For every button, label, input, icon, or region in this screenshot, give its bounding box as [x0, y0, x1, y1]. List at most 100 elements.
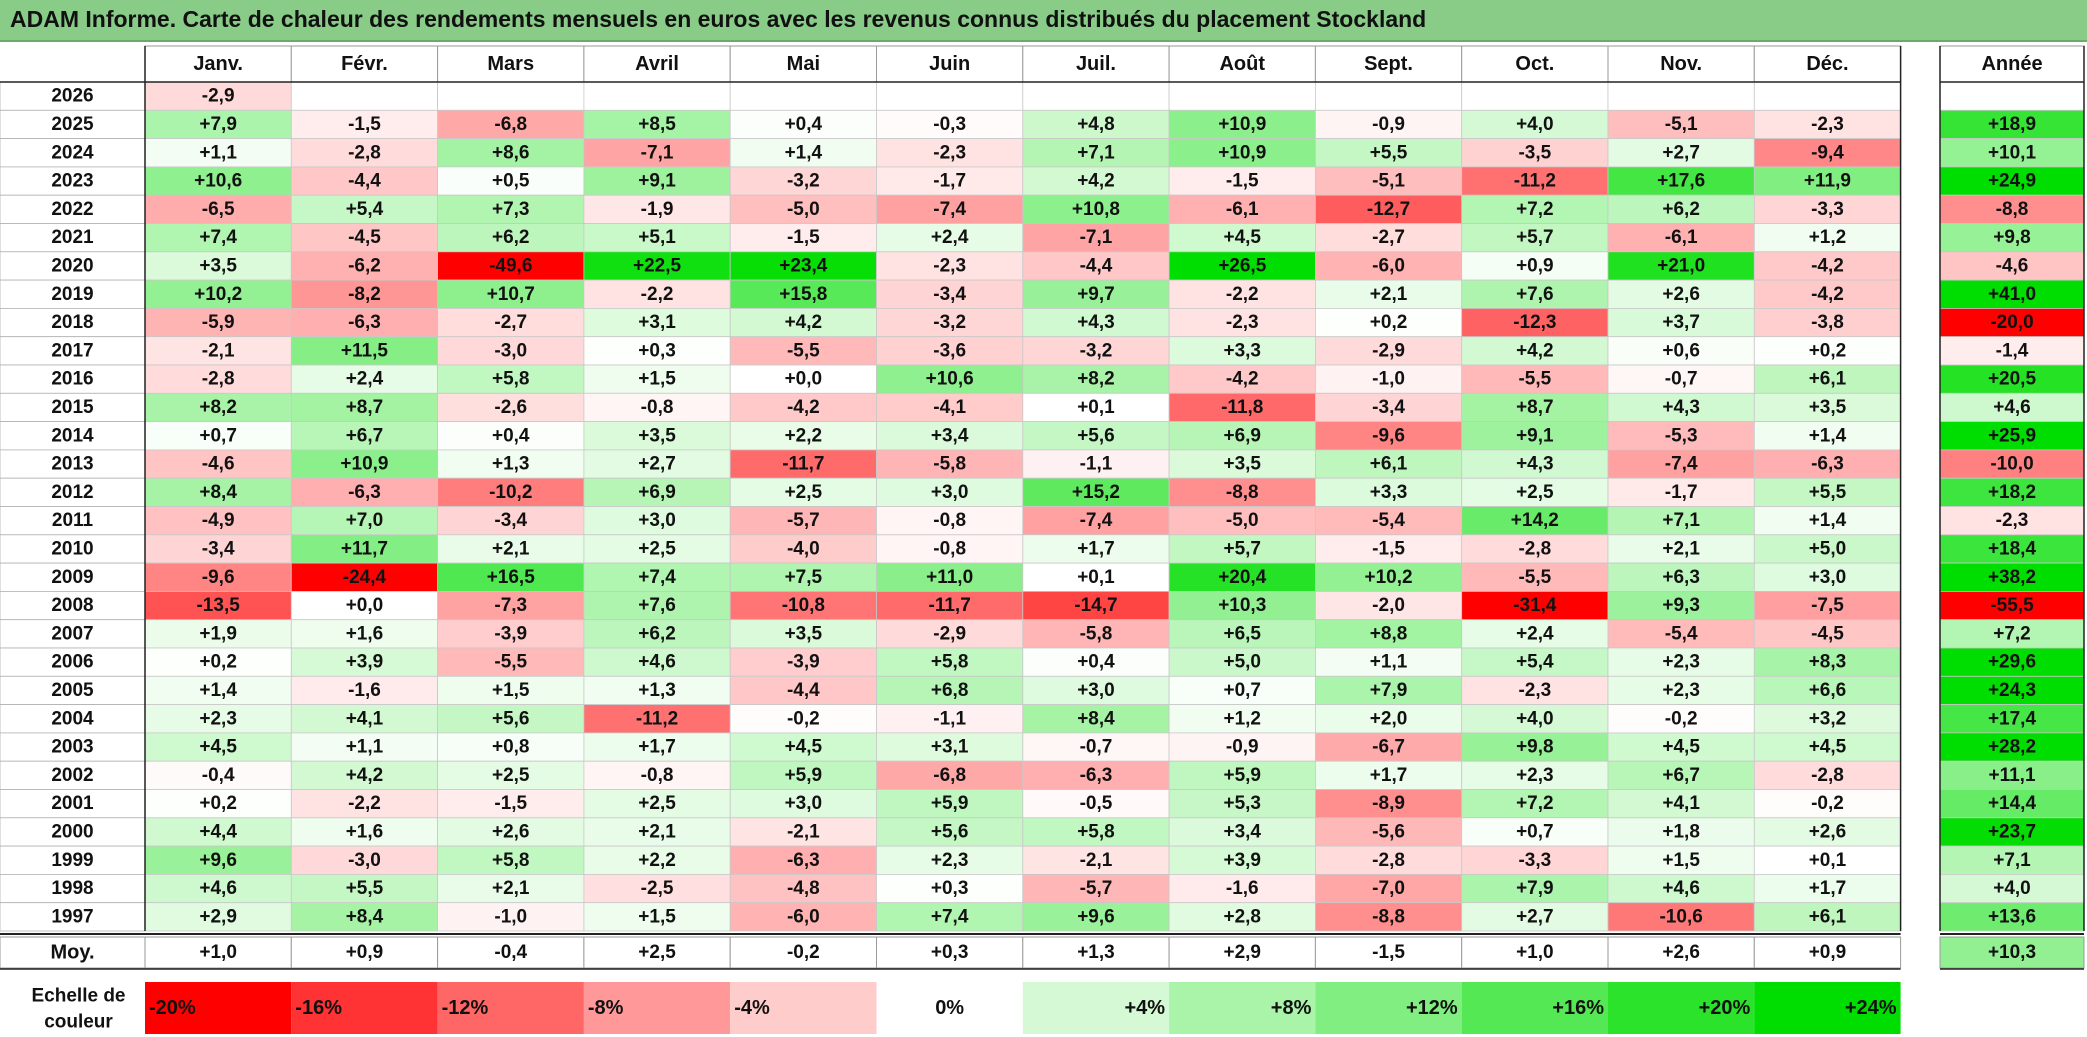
chart-title: ADAM Informe. Carte de chaleur des rende…: [10, 6, 1427, 32]
heat-cell: [437, 760, 585, 790]
cell-value: +4,8: [1077, 114, 1115, 135]
cell-value: -5,4: [1665, 623, 1698, 644]
cell-value: -0,8: [641, 397, 674, 418]
heat-cell: [583, 845, 731, 875]
annual-cell: [1939, 307, 2085, 338]
cell-value: -3,6: [933, 340, 966, 361]
cell-value: +5,5: [1370, 142, 1408, 163]
cell-value: -1,9: [641, 199, 674, 220]
scale-stop-label: +4%: [1125, 997, 1166, 1019]
cell-value: -2,3: [1518, 680, 1551, 701]
cell-value: +2,4: [1516, 623, 1554, 644]
scale-swatch: [437, 982, 584, 1034]
heat-cell: [1022, 619, 1170, 649]
average-label-cell: [0, 936, 146, 969]
cell-value: +2,6: [492, 821, 530, 842]
cell-value: -24,4: [343, 567, 387, 588]
heat-cell: [437, 591, 585, 621]
cell-value: +5,1: [638, 227, 676, 248]
cell-value: +5,7: [1223, 538, 1261, 559]
cell-value: +9,1: [638, 171, 676, 192]
heat-cell: [1315, 760, 1463, 790]
heat-cell: [1607, 166, 1755, 196]
cell-value: +4,3: [1662, 397, 1700, 418]
cell-value: -9,4: [1811, 142, 1844, 163]
cell-value: -11,2: [1514, 171, 1556, 192]
heat-cell: [1022, 704, 1170, 734]
month-header-cell: [290, 45, 439, 83]
year-label: 2019: [51, 284, 93, 305]
cell-value: +5,5: [346, 878, 384, 899]
cell-value: +6,8: [931, 680, 969, 701]
heat-cell: [1315, 336, 1463, 366]
cell-value: -2,3: [933, 255, 966, 276]
cell-value: +0,1: [1809, 850, 1847, 871]
cell-value: -0,5: [1080, 793, 1113, 814]
cell-value: -4,2: [1811, 284, 1844, 305]
cell-value: -6,2: [348, 255, 381, 276]
cell-value: +7,2: [1516, 793, 1554, 814]
heat-cell: [1461, 789, 1609, 819]
heat-cell: [876, 138, 1024, 168]
cell-value: +5,8: [931, 652, 969, 673]
cell-value: +11,7: [341, 538, 388, 559]
heat-cell: [876, 223, 1024, 253]
cell-value: -7,0: [1372, 878, 1405, 899]
heat-cell: [144, 109, 292, 140]
year-label: 2013: [51, 454, 93, 475]
heat-cell: [1022, 138, 1170, 168]
heat-cell: [729, 166, 877, 196]
month-header-cell: [144, 45, 292, 83]
year-cell: [0, 619, 146, 649]
heat-cell: [876, 81, 1024, 111]
month-header: Oct.: [1515, 53, 1554, 75]
cell-value: -7,4: [1080, 510, 1113, 531]
heat-cell: [437, 562, 585, 592]
cell-value: +5,9: [931, 793, 969, 814]
cell-value: +6,3: [1662, 567, 1700, 588]
heat-cell: [290, 675, 438, 705]
heat-cell: [1461, 902, 1609, 932]
cell-value: -1,5: [494, 793, 527, 814]
cell-value: -10,8: [782, 595, 825, 616]
cell-value: -3,3: [1811, 199, 1844, 220]
annual-cell: [1939, 81, 2085, 111]
heat-cell: [1461, 279, 1609, 309]
annual-value: +4,0: [1993, 878, 2031, 899]
cell-value: -6,0: [1372, 255, 1405, 276]
heat-cell: [729, 81, 877, 111]
heat-cell: [1022, 789, 1170, 819]
cell-value: +2,1: [1662, 538, 1700, 559]
cell-value: +7,6: [638, 595, 676, 616]
cell-value: +5,8: [1077, 821, 1115, 842]
heat-cell: [290, 704, 438, 734]
cell-value: +2,7: [638, 454, 676, 475]
annual-value: +9,8: [1993, 227, 2031, 248]
cell-value: +2,3: [931, 850, 969, 871]
cell-value: -3,4: [494, 510, 527, 531]
cell-value: +10,9: [1218, 142, 1266, 163]
heat-cell: [583, 223, 731, 253]
scale-swatch: [1461, 982, 1608, 1034]
heat-cell: [290, 902, 438, 932]
cell-value: +1,2: [1809, 227, 1847, 248]
heat-cell: [290, 392, 438, 422]
heat-cell: [1753, 647, 1902, 677]
cell-value: +4,0: [1516, 114, 1554, 135]
heat-cell: [1168, 562, 1316, 592]
heat-cell: [1168, 874, 1316, 904]
cell-value: +0,2: [1809, 340, 1847, 361]
cell-value: -49,6: [489, 255, 532, 276]
cell-value: +9,7: [1077, 284, 1115, 305]
cell-value: +7,1: [1077, 142, 1115, 163]
year-cell: [0, 392, 146, 422]
cell-value: +5,4: [1516, 652, 1554, 673]
cell-value: -6,5: [202, 199, 235, 220]
average-cell: [144, 936, 292, 969]
cell-value: +3,5: [199, 255, 237, 276]
cell-value: -4,4: [787, 680, 820, 701]
heat-cell: [290, 477, 438, 507]
cell-value: -11,2: [636, 708, 678, 729]
year-label: 2000: [51, 821, 93, 842]
heat-cell: [1022, 506, 1170, 536]
